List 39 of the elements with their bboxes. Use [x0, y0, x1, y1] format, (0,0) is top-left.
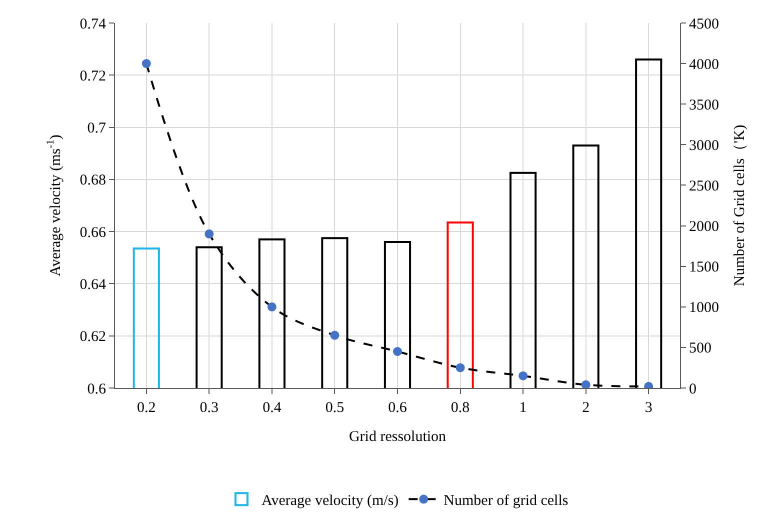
legend-label: Average velocity (m/s) — [262, 493, 399, 509]
point — [330, 330, 340, 340]
y-tick-label: 0.66 — [80, 224, 106, 241]
y-tick-label: 0.74 — [80, 16, 106, 32]
point — [142, 59, 151, 68]
y2-axis-title: Number of Grid cells（'K) — [732, 124, 748, 286]
y2-tick-label: 4000 — [689, 56, 719, 73]
y2-tick-label: 3500 — [689, 97, 719, 114]
x-tick-label: 0.8 — [450, 400, 470, 416]
legend-label: Number of grid cells — [444, 493, 568, 509]
y-tick-label: 0.72 — [80, 68, 106, 84]
point — [267, 302, 276, 312]
x-tick-label: 0.3 — [200, 400, 219, 416]
point — [204, 229, 214, 238]
point — [581, 380, 590, 388]
y2-tick-label: 2000 — [689, 219, 719, 236]
point — [518, 371, 528, 380]
y-tick-label: 0.64 — [80, 276, 106, 293]
y-tick-label: 0.68 — [80, 172, 106, 189]
x-tick-label: 2 — [582, 400, 590, 416]
x-tick-label: 0.4 — [262, 400, 282, 416]
y-tick-label: 0.6 — [87, 381, 106, 398]
x-tick-label: 3 — [644, 400, 652, 416]
y2-tick-label: 0 — [689, 381, 696, 398]
x-tick-label: 0.2 — [137, 400, 156, 416]
y2-tick-label: 1500 — [689, 260, 719, 276]
y2-tick-label: 4500 — [689, 16, 719, 32]
x-tick-label: 0.6 — [388, 400, 408, 416]
point — [393, 347, 402, 356]
y2-tick-label: 2500 — [689, 178, 719, 194]
y-tick-label: 0.7 — [87, 120, 106, 137]
x-tick-label: 0.5 — [325, 400, 344, 416]
point — [456, 363, 465, 372]
y2-tick-label: 1000 — [689, 300, 719, 316]
y2-tick-label: 500 — [689, 340, 712, 357]
x-tick-label: 1 — [519, 400, 527, 416]
x-axis-title: Grid ressolution — [348, 429, 447, 445]
y2-tick-label: 3000 — [689, 138, 719, 154]
y-tick-label: 0.62 — [80, 329, 106, 346]
